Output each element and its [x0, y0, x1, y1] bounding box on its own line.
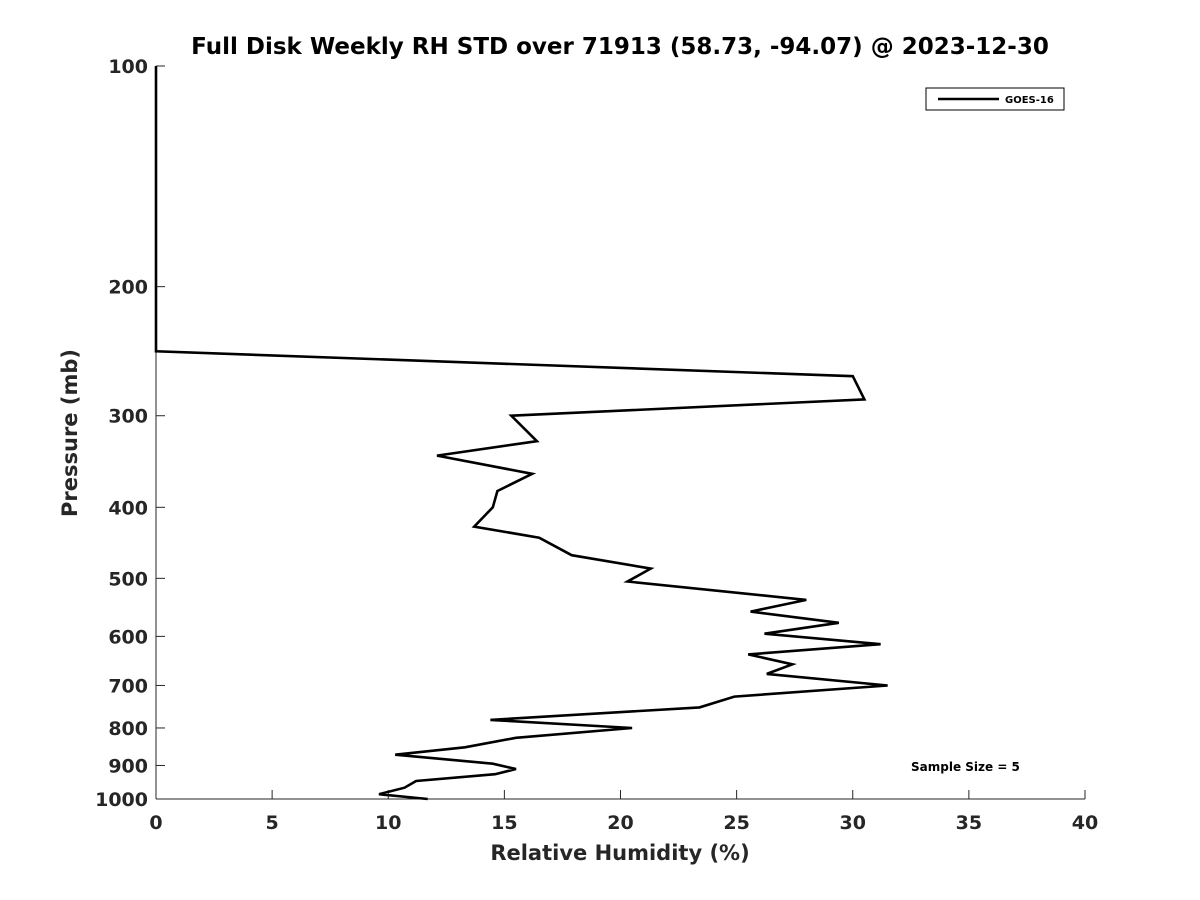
x-axis-label: Relative Humidity (%) — [490, 841, 749, 865]
y-tick-label: 1000 — [95, 789, 148, 811]
y-tick-label: 900 — [108, 755, 148, 777]
y-tick-label: 100 — [108, 56, 148, 78]
plot-area: 0 5 10 15 20 25 30 35 40 100 200 300 400 500 600 700 80… — [95, 56, 1098, 834]
y-tick-label: 600 — [108, 626, 148, 648]
y-ticks: 100 200 300 400 500 600 700 800 900 1000 — [95, 56, 165, 811]
y-tick-label: 500 — [108, 568, 148, 590]
x-tick-label: 20 — [607, 812, 633, 834]
y-tick-label: 200 — [108, 277, 148, 299]
x-tick-label: 40 — [1072, 812, 1098, 834]
x-tick-label: 35 — [956, 812, 982, 834]
y-axis-label: Pressure (mb) — [58, 349, 82, 517]
y-tick-label: 800 — [108, 718, 148, 740]
x-tick-label: 25 — [723, 812, 749, 834]
sample-size-annotation: Sample Size = 5 — [911, 760, 1020, 774]
legend: GOES-16 — [925, 87, 1065, 111]
legend-label-goes-16: GOES-16 — [1005, 95, 1054, 106]
x-tick-label: 30 — [840, 812, 866, 834]
chart-title: Full Disk Weekly RH STD over 71913 (58.7… — [191, 34, 1049, 60]
x-tick-label: 0 — [149, 812, 162, 834]
y-tick-label: 400 — [108, 497, 148, 519]
y-tick-label: 700 — [108, 675, 148, 697]
x-tick-label: 5 — [266, 812, 279, 834]
x-tick-label: 15 — [491, 812, 517, 834]
y-tick-label: 300 — [108, 406, 148, 428]
x-ticks: 0 5 10 15 20 25 30 35 40 — [149, 790, 1098, 834]
series-line-goes-16 — [154, 66, 888, 801]
x-tick-label: 10 — [375, 812, 401, 834]
